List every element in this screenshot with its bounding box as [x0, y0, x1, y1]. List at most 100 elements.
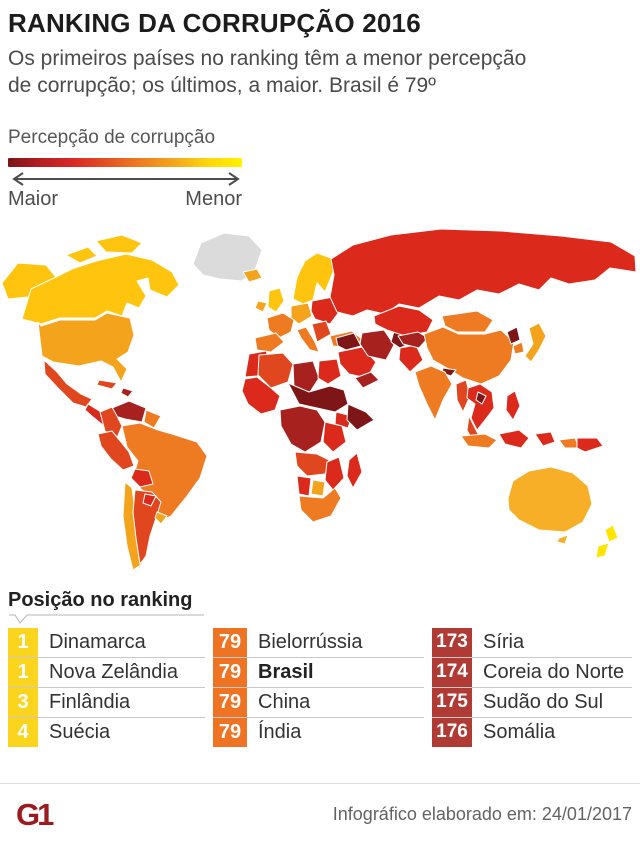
table-row: 175 Sudão do Sul	[432, 687, 632, 718]
map-region-mozambique-zimbabwe	[324, 456, 345, 491]
table-row: 4 Suécia	[8, 717, 205, 747]
map-region-central-africa	[279, 405, 326, 453]
map-region-france	[266, 312, 295, 339]
map-region-mexico	[43, 359, 93, 408]
rank-badge: 1	[8, 627, 38, 657]
country-name: Sudão do Sul	[483, 690, 604, 713]
subtitle-line-2: de corrupção; os últimos, a maior. Brasi…	[8, 73, 436, 97]
page-subtitle: Os primeiros países no ranking têm a men…	[8, 46, 632, 100]
rank-badge: 79	[213, 717, 247, 747]
rank-badge: 173	[432, 627, 472, 657]
map-region-libya	[292, 360, 320, 393]
ranking-column-top: 1 Dinamarca 1 Nova Zelândia 3 Finlândia …	[8, 627, 205, 747]
map-region-canada-arctic-islands-2	[65, 246, 98, 264]
table-row: 79 China	[213, 687, 424, 718]
map-region-uk	[267, 287, 285, 313]
header: RANKING DA CORRUPÇÃO 2016 Os primeiros p…	[0, 0, 640, 100]
country-name: Coreia do Norte	[483, 660, 625, 683]
legend-gradient-bar	[8, 157, 242, 167]
map-region-iberia	[254, 332, 285, 353]
rank-badge: 176	[432, 717, 472, 747]
map-region-italy	[296, 326, 320, 353]
map-region-china	[423, 326, 515, 385]
map-region-central-asia	[397, 331, 429, 349]
map-region-philippines	[505, 390, 521, 421]
map-region-new-zealand-south	[595, 542, 610, 559]
map-region-sulawesi	[534, 431, 556, 447]
footer-note: Infográfico elaborado em: 24/01/2017	[332, 804, 632, 825]
country-name-brasil: Brasil	[258, 660, 314, 683]
page-title: RANKING DA CORRUPÇÃO 2016	[8, 8, 421, 38]
ranking-heading: Posição no ranking	[8, 588, 193, 611]
rank-badge: 79	[213, 657, 247, 687]
map-region-india	[414, 365, 453, 421]
map-region-yemen-oman	[354, 371, 380, 389]
map-region-sumatra-java	[460, 433, 498, 449]
ranking-heading-divider	[9, 614, 204, 624]
map-region-cuba	[96, 379, 118, 390]
country-name: Índia	[258, 720, 302, 743]
rank-badge: 3	[8, 687, 38, 717]
map-region-canada-arctic-islands-1	[95, 234, 143, 254]
table-row: 174 Coreia do Norte	[432, 657, 632, 688]
map-region-australia	[507, 466, 593, 533]
table-row: 1 Nova Zelândia	[8, 657, 205, 688]
map-region-ireland	[254, 300, 268, 313]
country-name: Nova Zelândia	[49, 660, 178, 683]
footer: G1 Infográfico elaborado em: 24/01/2017	[0, 797, 640, 833]
map-region-south-africa	[298, 487, 342, 523]
map-region-hispaniola	[120, 387, 134, 398]
map-region-myanmar	[455, 379, 471, 413]
map-region-algeria	[257, 352, 294, 389]
map-region-iceland	[242, 268, 263, 283]
ranking-column-bottom: 173 Síria 174 Coreia do Norte 175 Sudão …	[432, 627, 632, 747]
country-name: Dinamarca	[49, 630, 146, 653]
map-region-tasmania	[556, 534, 569, 545]
map-region-russia	[329, 228, 637, 317]
table-row: 79 Bielorrússia	[213, 627, 424, 658]
footer-divider	[0, 782, 640, 784]
map-region-somalia	[346, 403, 375, 431]
world-map	[1, 228, 637, 571]
map-region-central-europe	[290, 302, 313, 325]
map-region-papua-new-guinea	[576, 437, 604, 453]
color-legend: Percepção de corrupção Maior Menor	[0, 127, 640, 211]
map-region-south-korea	[512, 341, 525, 355]
table-row: 173 Síria	[432, 627, 632, 658]
world-map-container	[0, 219, 640, 584]
map-region-uruguay	[154, 511, 168, 525]
rank-badge: 79	[213, 627, 247, 657]
map-region-indochina	[466, 383, 495, 431]
map-region-borneo	[498, 429, 530, 449]
map-region-bolivia	[130, 468, 154, 488]
country-name: China	[258, 690, 311, 713]
map-region-scandinavia	[292, 252, 335, 305]
ranking-column-middle: 79 Bielorrússia 79 Brasil 79 China 79 Ín…	[213, 627, 424, 747]
country-name: Finlândia	[49, 690, 131, 713]
map-region-pakistan	[398, 344, 424, 373]
country-name: Bielorrússia	[258, 630, 363, 653]
map-region-japan	[524, 322, 547, 363]
g1-logo: G1	[16, 796, 54, 832]
table-row: 79 Índia	[213, 717, 424, 747]
table-row: 176 Somália	[432, 717, 632, 747]
rank-badge: 1	[8, 657, 38, 687]
map-region-kazakhstan	[373, 305, 434, 337]
map-region-canada	[21, 253, 180, 325]
country-name: Somália	[483, 720, 556, 743]
rank-badge: 175	[432, 687, 472, 717]
map-region-west-africa	[241, 376, 281, 415]
table-row: 3 Finlândia	[8, 687, 205, 718]
double-arrow-icon	[12, 171, 240, 186]
map-region-angola-zambia	[294, 451, 330, 477]
legend-labels: Maior Menor	[8, 188, 242, 211]
map-region-peru	[97, 430, 135, 471]
legend-title: Percepção de corrupção	[8, 126, 216, 148]
map-region-namibia	[296, 475, 312, 497]
table-row: 1 Dinamarca	[8, 627, 205, 658]
map-region-new-zealand-north	[604, 524, 619, 543]
map-region-egypt	[317, 358, 342, 385]
legend-label-maior: Maior	[8, 187, 59, 210]
map-region-west-papua	[558, 437, 580, 449]
